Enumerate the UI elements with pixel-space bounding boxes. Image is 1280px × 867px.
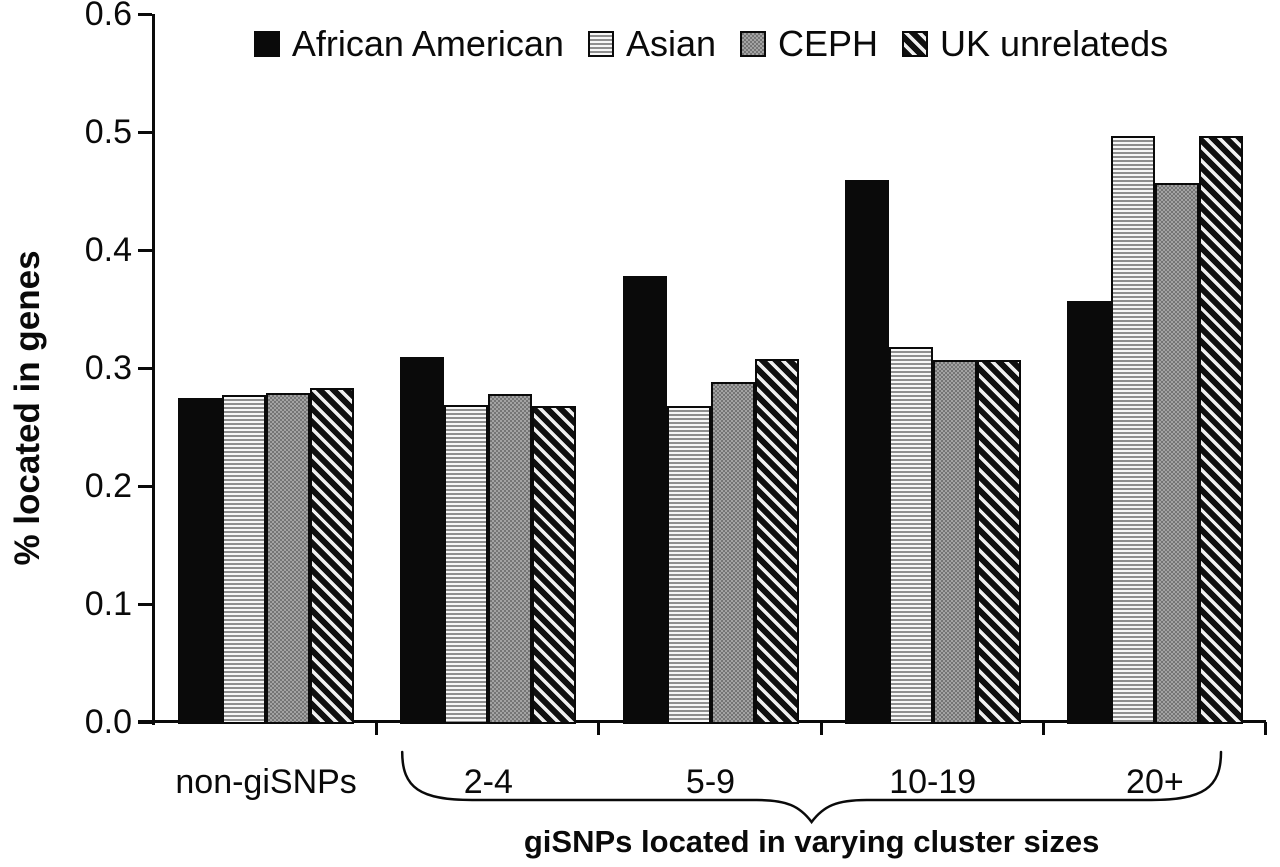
legend-swatch-checker-icon [740, 31, 766, 57]
y-tick-label: 0.3 [84, 349, 132, 387]
legend-item-uk-unrelateds: UK unrelateds [902, 26, 1168, 62]
bar-ceph-non-gisnps [266, 392, 311, 724]
x-tick-mark [597, 722, 601, 735]
bar-ceph-20- [1154, 182, 1199, 724]
bar-asian-5-9 [666, 405, 711, 724]
y-tick-mark [138, 249, 152, 252]
legend: African American Asian CEPH UK unrelateds [155, 26, 1267, 62]
bar-uk-unrelateds-non-gisnps [310, 388, 355, 724]
bar-ceph-5-9 [710, 382, 755, 724]
legend-label: UK unrelateds [940, 23, 1169, 64]
y-tick-label: 0.5 [84, 113, 132, 151]
bar-asian-10-19 [888, 346, 933, 724]
bar-uk-unrelateds-20- [1198, 135, 1243, 724]
legend-swatch-diag-icon [902, 31, 929, 57]
y-tick-mark [138, 131, 152, 134]
bar-african-american-20- [1066, 300, 1111, 724]
y-tick-label: 0.6 [84, 0, 132, 33]
x-tick-mark [1264, 722, 1267, 735]
y-tick-label: 0.2 [84, 467, 132, 505]
y-tick-mark [138, 367, 152, 370]
x-category-label-2-4: 2-4 [463, 763, 513, 801]
y-tick-label: 0.4 [84, 231, 132, 269]
legend-swatch-solid-icon [253, 31, 280, 57]
bar-ceph-2-4 [488, 393, 533, 724]
x-category-label-5-9: 5-9 [685, 763, 736, 801]
x-tick-mark [375, 722, 379, 735]
bar-uk-unrelateds-10-19 [976, 359, 1021, 724]
y-tick-mark [138, 721, 152, 724]
y-tick-mark [138, 485, 152, 488]
y-axis-title: % located in genes [8, 250, 47, 566]
y-tick-label: 0.0 [84, 703, 132, 741]
x-tick-mark [819, 722, 823, 735]
y-axis-line [152, 14, 155, 725]
bar-asian-non-gisnps [222, 395, 267, 724]
bar-asian-20- [1110, 135, 1155, 724]
x-tick-mark [1041, 722, 1045, 735]
bar-african-american-non-gisnps [178, 397, 223, 724]
legend-swatch-hlines-icon [587, 31, 614, 57]
x-annotation-label: giSNPs located in varying cluster sizes [523, 824, 1100, 859]
legend-item-ceph: CEPH [740, 26, 878, 62]
x-category-label-20-: 20+ [1126, 763, 1184, 801]
y-tick-mark [138, 13, 152, 16]
bar-african-american-2-4 [400, 357, 445, 724]
bar-asian-2-4 [444, 404, 489, 724]
x-category-label-10-19: 10-19 [889, 763, 977, 801]
y-tick-label: 0.1 [84, 585, 132, 623]
legend-label: Asian [625, 23, 716, 64]
bar-african-american-5-9 [622, 275, 667, 724]
legend-label: CEPH [778, 23, 879, 64]
y-tick-mark [138, 603, 152, 606]
legend-item-asian: Asian [587, 23, 716, 64]
bar-uk-unrelateds-5-9 [754, 358, 799, 724]
legend-label: African American [291, 23, 564, 64]
bar-uk-unrelateds-2-4 [532, 405, 577, 724]
legend-item-african-american: African American [253, 23, 564, 64]
bar-african-american-10-19 [844, 180, 889, 724]
bar-ceph-10-19 [932, 359, 977, 724]
x-category-label-non-gisnps: non-giSNPs [175, 763, 357, 801]
